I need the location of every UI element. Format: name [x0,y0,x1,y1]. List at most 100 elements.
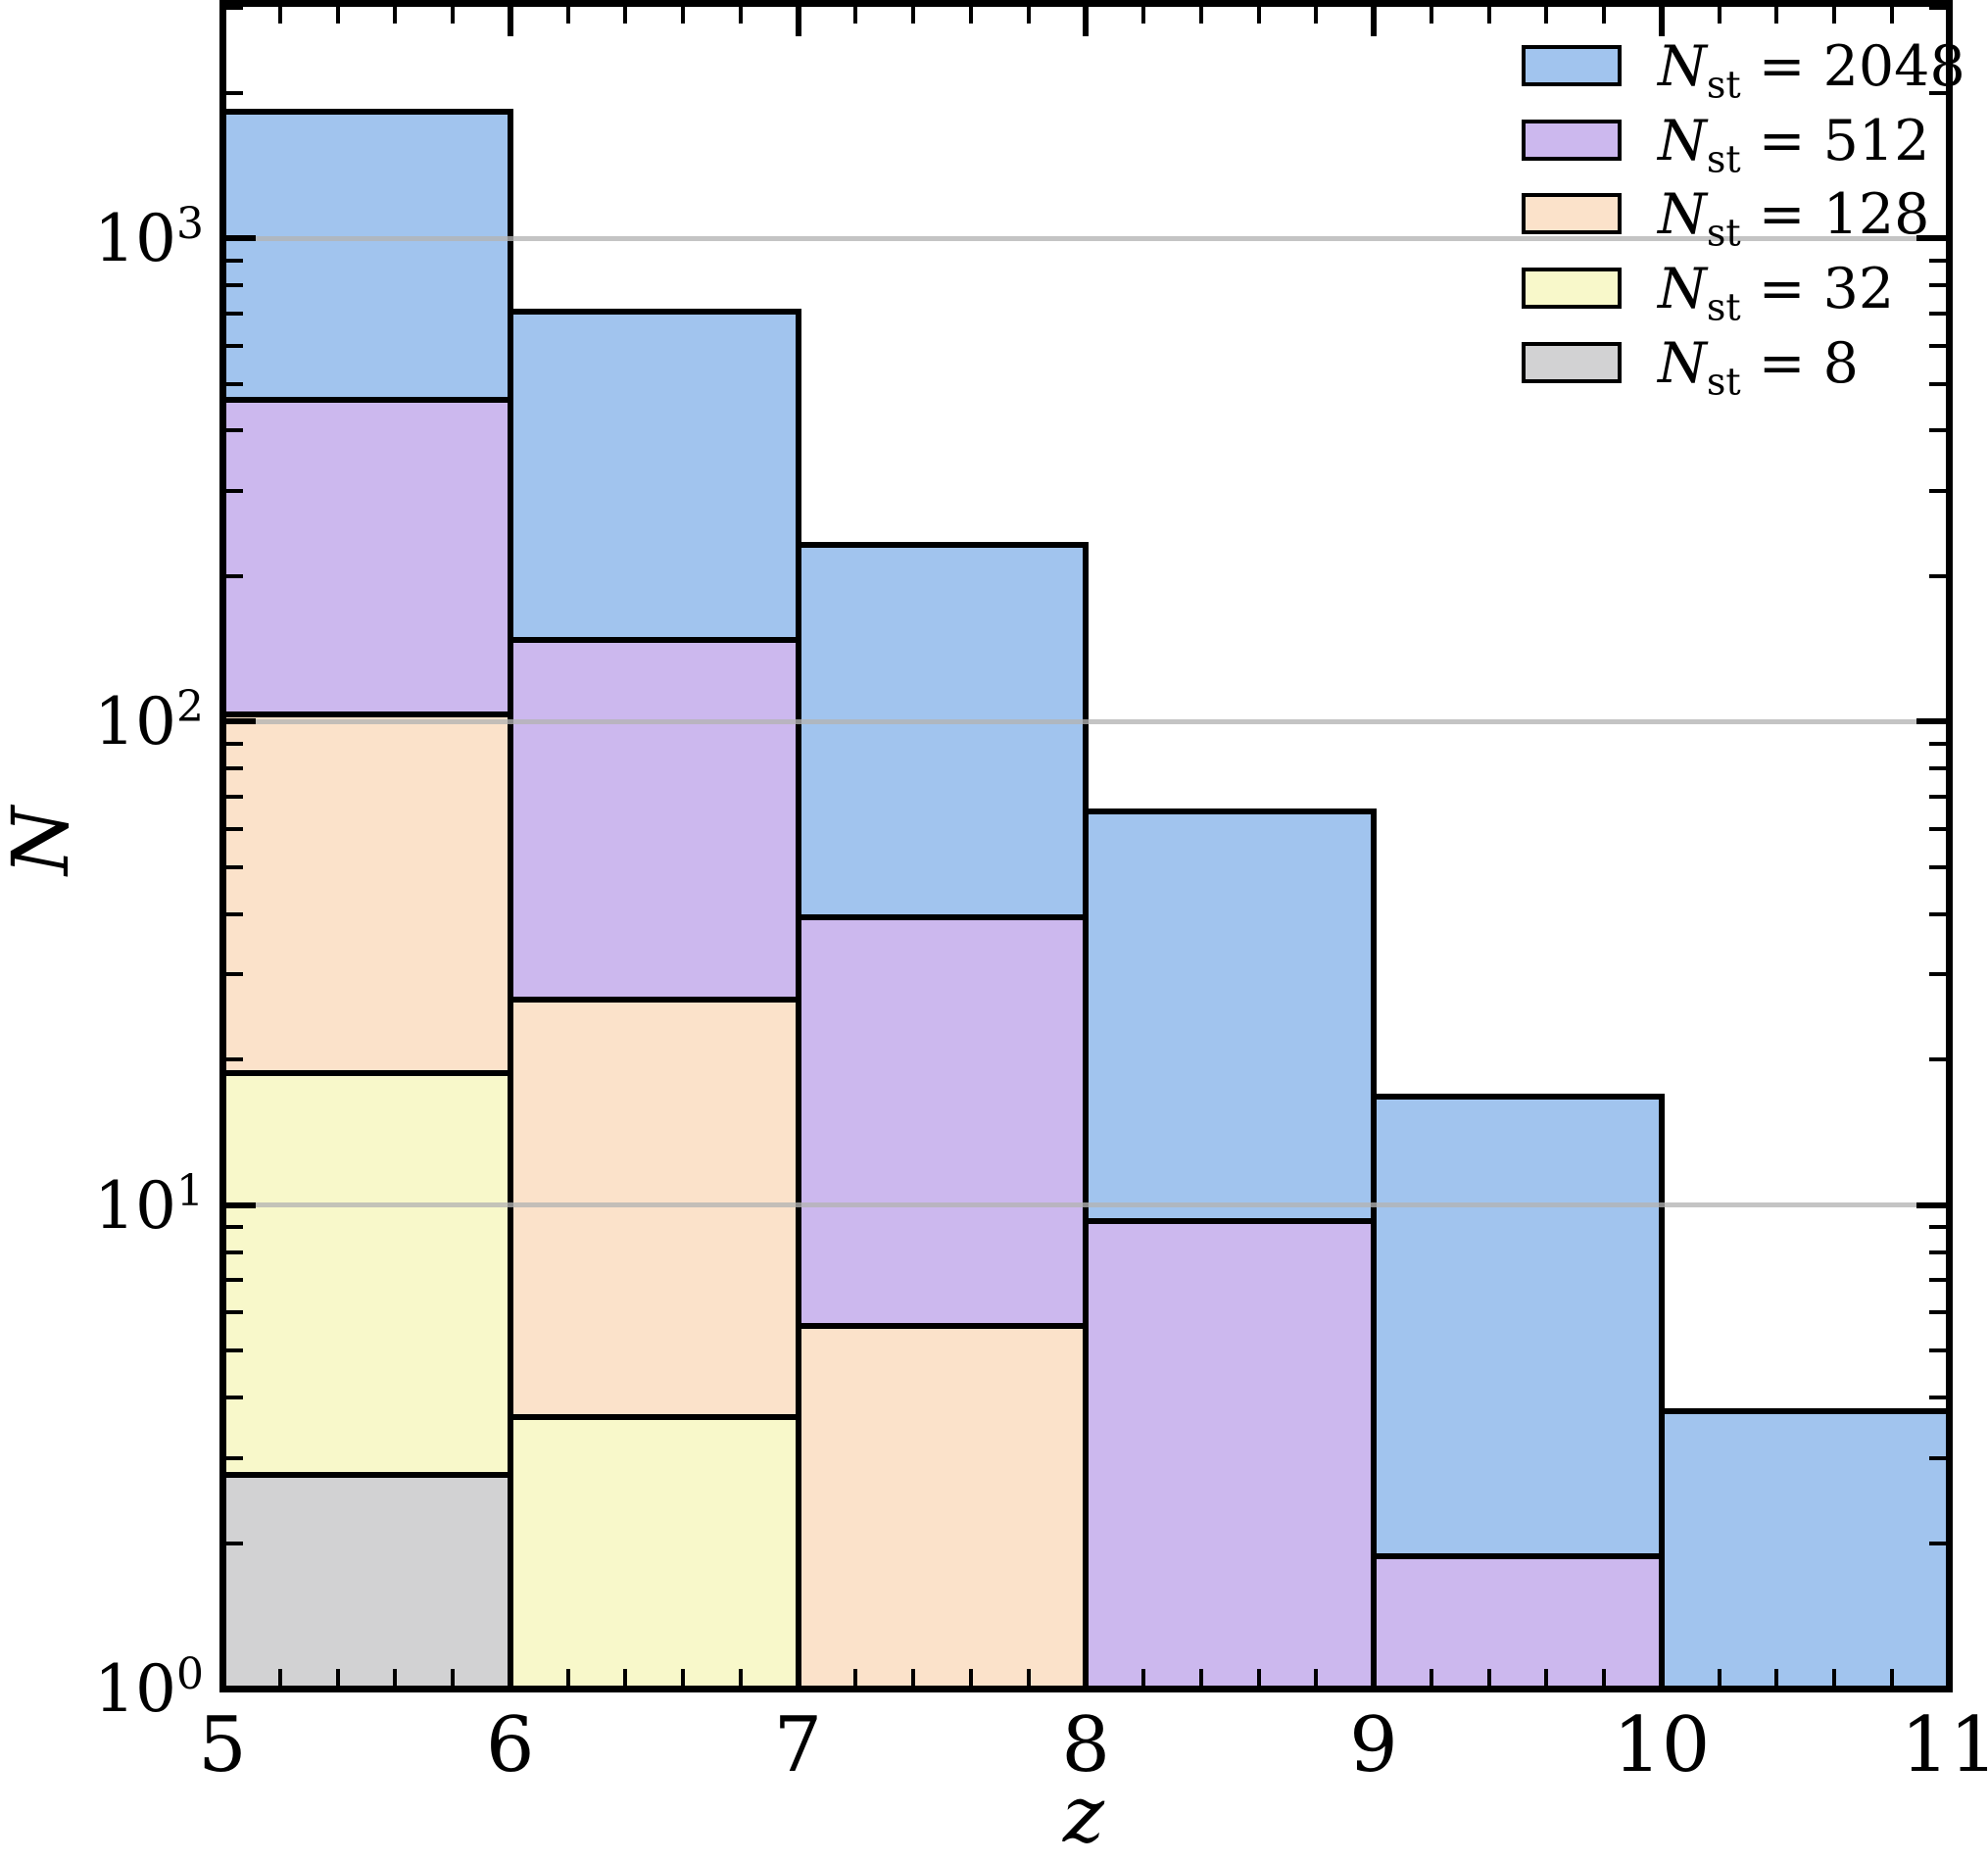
y-minor-tick-right-300 [1929,489,1946,494]
x-minor-tick-top-7.2 [853,6,858,24]
x-major-tick-top-8 [1083,6,1090,36]
x-minor-tick-8.2 [1141,1668,1145,1686]
x-minor-tick-8.8 [1314,1668,1319,1686]
x-major-tick-5 [219,1655,225,1686]
x-major-tick-top-6 [507,6,513,36]
y-minor-tick-right-50 [1929,864,1946,869]
x-minor-tick-7.4 [911,1668,915,1686]
x-minor-tick-6.2 [565,1668,570,1686]
x-minor-tick-top-5.2 [277,6,282,24]
y-minor-tick-right-80 [1929,766,1946,771]
x-major-tick-6 [507,1655,513,1686]
y-minor-tick-4 [225,1396,243,1399]
y-minor-tick-right-600 [1929,343,1946,348]
legend-swatch-2048 [1522,45,1622,86]
y-minor-tick-right-400 [1929,428,1946,433]
x-minor-tick-5.2 [277,1668,282,1686]
y-major-tick-10e3 [225,235,256,242]
x-minor-tick-10.8 [1889,1668,1894,1686]
y-minor-tick-80 [225,766,243,771]
x-minor-tick-top-8.8 [1314,6,1319,24]
x-tick-label-8: 8 [1061,1701,1111,1789]
y-minor-tick-300 [225,489,243,494]
x-minor-tick-top-10.6 [1832,6,1836,24]
x-minor-tick-top-5.6 [393,6,398,24]
y-minor-tick-right-3 [1929,1455,1946,1460]
y-minor-tick-right-800 [1929,282,1946,287]
x-tick-label-11: 11 [1900,1701,1988,1789]
x-tick-label-7: 7 [773,1701,823,1789]
x-minor-tick-9.2 [1429,1668,1433,1686]
x-minor-tick-8.6 [1256,1668,1261,1686]
x-minor-tick-top-6.2 [565,6,570,24]
gridline-10e1 [222,1202,1950,1208]
y-minor-tick-right-900 [1929,258,1946,263]
x-minor-tick-top-8.6 [1256,6,1261,24]
x-axis-label: z [1062,1769,1105,1860]
y-minor-tick-right-40 [1929,911,1946,916]
y-minor-tick-right-30 [1929,972,1946,977]
y-major-tick-right-10e2 [1916,718,1946,725]
x-minor-tick-top-10.8 [1889,6,1894,24]
x-minor-tick-6.4 [623,1668,628,1686]
y-minor-tick-6 [225,1310,243,1315]
y-minor-tick-60 [225,826,243,831]
y-minor-tick-40 [225,911,243,916]
y-minor-tick-20 [225,1057,243,1062]
legend-swatch-32 [1522,268,1622,310]
y-minor-tick-right-70 [1929,794,1946,799]
legend-label-512: Nst = 512 [1658,108,1930,181]
gridline-10e2 [222,718,1950,724]
y-minor-tick-200 [225,573,243,578]
x-minor-tick-top-7.8 [1026,6,1031,24]
legend-swatch-128 [1522,193,1622,235]
y-major-tick-10e0 [225,1686,256,1691]
y-minor-tick-right-20 [1929,1057,1946,1062]
y-minor-tick-right-60 [1929,826,1946,831]
x-major-tick-7 [795,1655,801,1686]
y-minor-tick-right-8 [1929,1250,1946,1254]
y-minor-tick-70 [225,794,243,799]
y-minor-tick-700 [225,311,243,316]
x-minor-tick-9.8 [1602,1668,1606,1686]
y-minor-tick-right-9 [1929,1225,1946,1230]
x-major-tick-top-10 [1658,6,1665,36]
x-major-tick-9 [1371,1655,1377,1686]
y-tick-label-10e0: 100 [94,1649,204,1727]
x-major-tick-11 [1946,1655,1953,1686]
y-tick-label-10e2: 102 [94,682,204,760]
x-major-tick-top-5 [219,6,225,36]
x-minor-tick-5.8 [451,1668,455,1686]
x-minor-tick-top-10.2 [1717,6,1721,24]
x-minor-tick-6.8 [738,1668,743,1686]
gridline-10e3 [222,235,1950,241]
x-tick-label-5: 5 [198,1701,247,1789]
x-minor-tick-top-8.2 [1141,6,1145,24]
y-major-tick-right-10e3 [1916,235,1946,242]
x-minor-tick-top-5.4 [335,6,340,24]
x-minor-tick-9.4 [1486,1668,1491,1686]
histogram-bar-s1-bin4 [1371,1553,1665,1692]
y-minor-tick-2000 [225,90,243,95]
x-minor-tick-top-6.8 [738,6,743,24]
y-minor-tick-500 [225,381,243,386]
y-major-tick-10e1 [225,1201,256,1208]
y-minor-tick-right-90 [1929,741,1946,746]
y-minor-tick-right-2000 [1929,90,1946,95]
x-tick-label-6: 6 [485,1701,535,1789]
x-minor-tick-top-9.6 [1544,6,1549,24]
y-minor-tick-3 [225,1455,243,1460]
x-minor-tick-8.4 [1198,1668,1203,1686]
x-tick-label-10: 10 [1613,1701,1711,1789]
legend-label-32: Nst = 32 [1658,257,1895,329]
x-major-tick-top-9 [1371,6,1377,36]
x-major-tick-top-11 [1946,6,1953,36]
y-minor-tick-7 [225,1278,243,1283]
y-minor-tick-8 [225,1250,243,1254]
x-minor-tick-top-9.2 [1429,6,1433,24]
y-minor-tick-right-5 [1929,1348,1946,1353]
